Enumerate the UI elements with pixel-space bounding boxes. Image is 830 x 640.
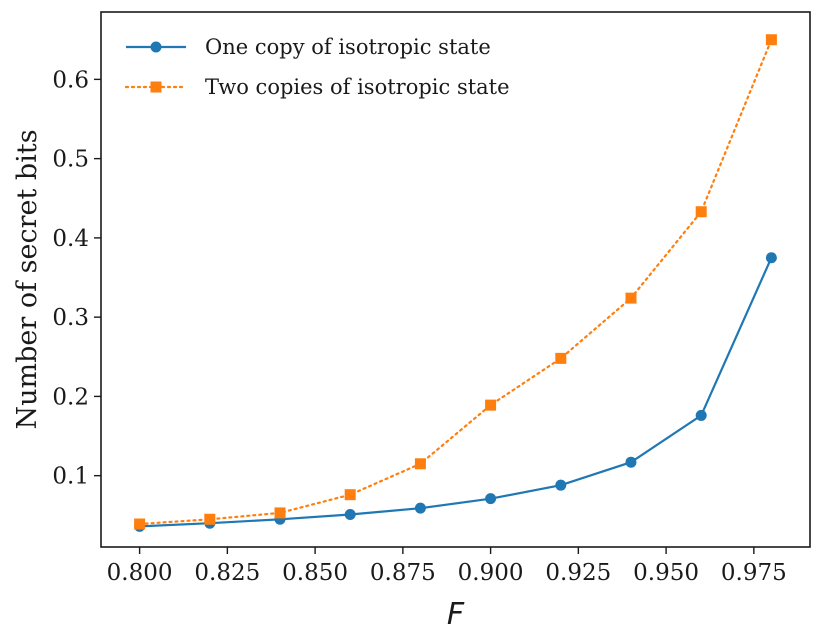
y-axis-title: Number of secret bits	[12, 129, 43, 429]
series-line-2	[138, 38, 773, 526]
legend-label: Two copies of isotropic state	[205, 75, 510, 99]
data-point	[485, 399, 497, 411]
data-point	[204, 513, 216, 525]
data-point	[555, 479, 567, 491]
data-point	[625, 456, 637, 468]
y-axis: 0.1 0.2 0.3 0.4 0.5 0.6	[52, 67, 101, 490]
x-tick-label: 0.875	[370, 560, 436, 586]
data-point	[695, 206, 707, 218]
x-tick-label: 0.900	[458, 560, 524, 586]
data-point	[344, 489, 356, 501]
data-point	[414, 502, 426, 514]
y-tick-label: 0.1	[52, 464, 89, 490]
x-tick-label: 0.825	[194, 560, 260, 586]
legend-marker	[150, 81, 162, 93]
x-tick-label: 0.950	[633, 560, 699, 586]
series-layer	[134, 34, 777, 532]
data-point	[344, 509, 356, 521]
x-tick-label: 0.850	[282, 560, 348, 586]
data-point	[414, 458, 426, 470]
x-tick-label: 0.975	[721, 560, 787, 586]
series-line-1	[139, 257, 773, 528]
data-point	[555, 352, 567, 364]
legend-marker	[150, 41, 162, 53]
data-point	[625, 292, 637, 304]
y-tick-label: 0.5	[52, 147, 89, 173]
y-tick-label: 0.2	[52, 384, 89, 410]
y-tick-label: 0.4	[52, 226, 89, 252]
x-tick-label: 0.800	[107, 560, 173, 586]
x-tick-label: 0.925	[545, 560, 611, 586]
data-point	[134, 518, 146, 530]
legend: One copy of isotropic state Two copies of…	[124, 35, 510, 99]
plot-frame	[100, 11, 811, 548]
data-point	[485, 493, 497, 505]
data-point	[765, 34, 777, 46]
y-tick-label: 0.3	[52, 305, 89, 331]
legend-label: One copy of isotropic state	[205, 35, 491, 59]
x-axis: 0.800 0.825 0.850 0.875 0.900 0.925 0.950 0.975	[107, 547, 787, 586]
data-point	[695, 409, 707, 421]
data-point	[274, 507, 286, 519]
data-point	[765, 252, 777, 264]
y-tick-label: 0.6	[52, 67, 89, 93]
x-axis-title: F	[447, 597, 465, 632]
